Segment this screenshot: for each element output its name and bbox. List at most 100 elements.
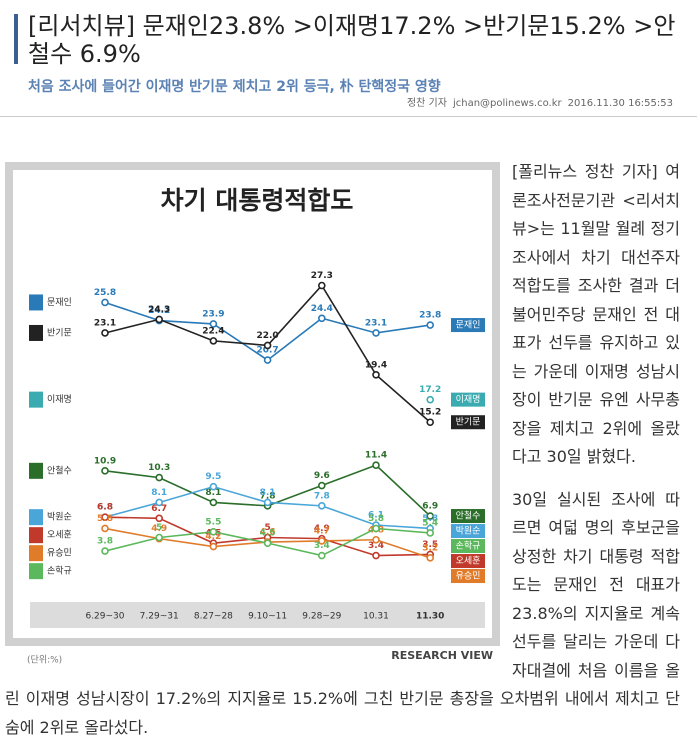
data-label: 3.5	[422, 540, 438, 550]
data-point	[101, 524, 109, 533]
data-label: 5.5	[205, 517, 221, 527]
series-tag-label: 문재인	[456, 320, 481, 331]
data-label: 6.8	[97, 503, 113, 513]
data-point	[155, 473, 163, 482]
legend-label: 유승민	[47, 548, 72, 559]
x-tick-label: 7.29~31	[140, 612, 179, 622]
data-point	[426, 321, 435, 329]
data-label: 4.5	[260, 529, 276, 539]
data-point	[372, 370, 380, 379]
data-label: 6.9	[422, 502, 438, 512]
data-point	[101, 467, 109, 475]
legend-swatch	[29, 509, 43, 526]
article-body: 차기 대통령적합도 (단위:%) RESEARCH VIEW 6.29~30 7.…	[5, 158, 680, 756]
x-tick-label: 6.29~30	[85, 612, 124, 622]
legend-swatch	[29, 294, 43, 311]
legend-label: 박원순	[47, 512, 72, 523]
data-point	[263, 356, 272, 364]
data-label: 3.4	[314, 541, 330, 551]
data-point	[155, 533, 163, 542]
data-label: 3.2	[422, 543, 438, 553]
series-tag	[451, 524, 485, 539]
data-point	[372, 551, 380, 560]
data-point	[263, 341, 272, 350]
data-point	[209, 528, 218, 536]
data-label: 6.1	[368, 511, 384, 521]
data-label: 4.6	[260, 528, 276, 538]
legend-swatch	[29, 391, 43, 408]
chart-title: 차기 대통령적합도	[161, 186, 354, 215]
data-label: 23.8	[419, 311, 441, 321]
data-label: 4.9	[314, 524, 330, 534]
data-label: 9.5	[205, 472, 221, 482]
legend-label: 문재인	[47, 297, 72, 308]
data-point	[372, 524, 380, 533]
data-point	[426, 529, 435, 537]
x-tick-label: 10.31	[363, 612, 389, 622]
data-label: 24.4	[311, 304, 333, 314]
data-label: 22.0	[256, 331, 278, 341]
series-tag-label: 박원순	[456, 526, 481, 537]
data-point	[317, 281, 326, 290]
data-label: 19.4	[365, 360, 387, 370]
data-label: 9.6	[314, 471, 330, 481]
data-label: 3.4	[368, 541, 384, 551]
unit: (단위:%)	[27, 655, 62, 666]
data-point	[209, 337, 218, 345]
data-label: 5.8	[368, 514, 384, 524]
series-tag-label: 반기문	[456, 417, 481, 428]
series-tag	[451, 554, 485, 569]
figure: 차기 대통령적합도 (단위:%) RESEARCH VIEW 6.29~30 7.…	[5, 162, 500, 672]
data-label: 25.8	[94, 288, 116, 298]
data-point	[155, 498, 163, 507]
data-point	[426, 395, 435, 404]
data-label: 10.3	[148, 463, 170, 473]
legend-label: 안철수	[47, 465, 72, 476]
x-tick-label: 9.10~11	[248, 612, 287, 622]
data-point	[209, 498, 218, 507]
data-point	[426, 512, 435, 520]
category-band	[30, 602, 485, 628]
legend-swatch	[29, 545, 43, 562]
data-label: 17.2	[419, 385, 441, 395]
series-tag-label: 손학규	[456, 541, 481, 552]
data-label: 3.8	[97, 537, 113, 547]
data-point	[317, 481, 326, 490]
data-label: 8.1	[260, 488, 276, 498]
series-tag	[451, 539, 485, 554]
headline: [리서치뷰] 문재인23.8% >이재명17.2% >반기문15.2% >안철수…	[28, 12, 676, 68]
data-point	[209, 482, 218, 491]
data-label: 20.7	[256, 346, 278, 356]
data-label: 5.4	[422, 518, 438, 528]
headline-bar	[14, 14, 18, 64]
legend-swatch	[29, 563, 43, 580]
data-label: 24.3	[148, 305, 170, 315]
x-tick-label: 11.30	[416, 612, 444, 622]
data-point	[263, 539, 272, 547]
data-label: 8.1	[151, 488, 167, 498]
data-label: 5	[156, 523, 162, 533]
legend-label: 반기문	[47, 327, 72, 338]
data-label: 5.8	[422, 514, 438, 524]
legend-label: 이재명	[47, 394, 72, 405]
data-point	[317, 314, 326, 323]
series-tag-label: 안철수	[456, 511, 481, 522]
chart: 차기 대통령적합도 (단위:%) RESEARCH VIEW 6.29~30 7.…	[5, 162, 500, 666]
data-label: 11.4	[365, 451, 387, 461]
data-point	[155, 315, 163, 324]
paragraph: [폴리뉴스 정찬 기자] 여론조사전문기관 <리서치뷰>는 11월말 월례 정기…	[512, 162, 680, 466]
source-logo: RESEARCH VIEW	[391, 649, 493, 662]
data-point	[155, 514, 163, 523]
reporter: 정찬 기자	[406, 98, 447, 109]
data-label: 23.1	[94, 318, 116, 328]
legend-label: 오세훈	[47, 529, 72, 541]
data-point	[317, 502, 326, 510]
data-label: 4.7	[314, 526, 330, 536]
data-point	[317, 551, 326, 560]
series-tag-label: 이재명	[456, 394, 481, 405]
legend-swatch	[29, 324, 43, 341]
data-point	[209, 320, 218, 328]
data-point	[101, 329, 109, 337]
data-point	[317, 537, 326, 545]
data-point	[426, 554, 435, 562]
